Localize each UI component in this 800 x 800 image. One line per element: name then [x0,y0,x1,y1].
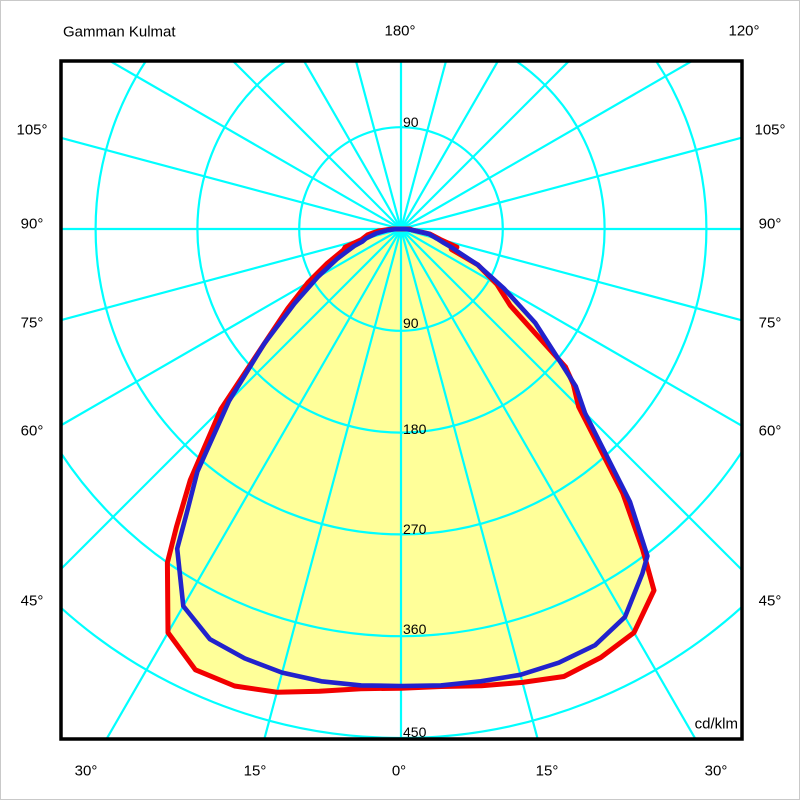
grid-ring [94,61,708,536]
grid-ring [196,61,606,434]
grid-ring [298,126,504,332]
grid-ring [61,449,742,638]
plot-border [59,59,744,741]
intensity-fill [177,229,648,686]
blue-curve-c90-c270 [174,226,650,689]
